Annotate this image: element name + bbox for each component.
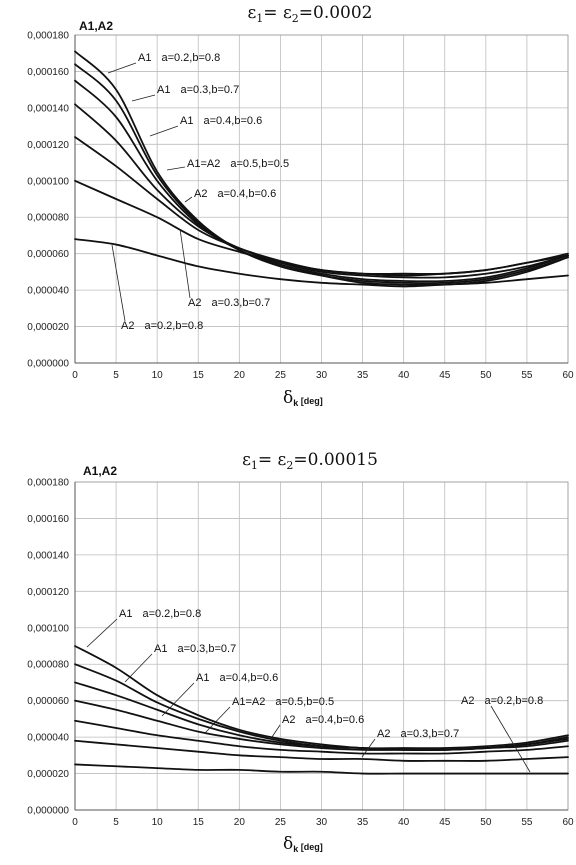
x-tick-label: 25: [275, 817, 287, 828]
x-tick-label: 55: [521, 370, 533, 381]
series-line-4: [74, 103, 569, 279]
chart-top: ε1= ε2=0.0002 A1,A2 0,000000 0,000020 0,0000…: [27, 3, 574, 408]
x-axis-label: δk [deg]: [283, 834, 323, 854]
series-line-6: [74, 739, 569, 762]
x-tick-label: 10: [152, 370, 164, 381]
y-tick-label: 0,000180: [27, 478, 69, 489]
x-tick-label: 10: [152, 817, 164, 828]
annotation-leader: [166, 166, 186, 171]
x-tick-label: 5: [113, 817, 119, 828]
y-tick-label: 0,000000: [27, 359, 69, 370]
y-tick-label: 0,000120: [27, 140, 69, 151]
annotation-label: A1 a=0.2,b=0.8: [119, 608, 201, 620]
x-tick-label: 40: [398, 817, 410, 828]
annotation-label: A2 a=0.4,b=0.6: [282, 714, 364, 726]
x-tick-label: 0: [72, 817, 78, 828]
y-tick-label: 0,000100: [27, 176, 69, 187]
y-axis-label: A1,A2: [83, 464, 117, 478]
annotation-label: A1 a=0.4,b=0.6: [196, 672, 278, 684]
y-tick-label: 0,000160: [27, 514, 69, 525]
annotation-leader: [361, 738, 376, 758]
x-tick-label: 50: [480, 370, 492, 381]
series-line-7: [74, 238, 569, 288]
annotation-leader: [149, 125, 179, 137]
x-tick-label: 15: [193, 370, 205, 381]
annotation-leader: [111, 244, 126, 322]
x-tick-label: 35: [357, 370, 369, 381]
annotation-label: A1 a=0.3,b=0.7: [154, 643, 236, 655]
series-line-6: [74, 179, 569, 277]
y-tick-label: 0,000040: [27, 286, 69, 297]
x-tick-label: 45: [439, 370, 451, 381]
chart-bottom: ε1= ε2=0.00015 A1,A2 0,000000 0,000020 0,000…: [27, 450, 574, 854]
annotation-label: A2 a=0.2,b=0.8: [121, 320, 203, 332]
series-line-2: [74, 63, 569, 285]
x-tick-label: 20: [234, 370, 246, 381]
annotation-leader: [107, 62, 137, 74]
annotation-label: A2 a=0.4,b=0.6: [194, 188, 276, 200]
annotation-leader: [490, 705, 531, 773]
x-tick-label: 15: [193, 817, 205, 828]
y-tick-label: 0,000020: [27, 769, 69, 780]
annotation-leader: [179, 228, 191, 299]
annotation-label: A2 a=0.3,b=0.7: [188, 297, 270, 309]
series-line-3: [74, 79, 569, 283]
y-tick-label: 0,000160: [27, 67, 69, 78]
annotation-label: A1 a=0.4,b=0.6: [180, 115, 262, 127]
annotation-leader: [86, 618, 118, 648]
x-tick-label: 35: [357, 817, 369, 828]
y-tick-label: 0,000020: [27, 322, 69, 333]
x-tick-label: 5: [113, 370, 119, 381]
x-tick-label: 30: [316, 817, 328, 828]
x-tick-label: 60: [562, 370, 574, 381]
series-line-1: [74, 645, 569, 750]
annotation-leader: [184, 196, 193, 203]
y-tick-label: 0,000060: [27, 696, 69, 707]
series-line-5: [74, 719, 569, 755]
chart-title: ε1= ε2=0.00015: [242, 450, 378, 472]
series-line-4: [74, 699, 569, 751]
annotation-leader: [161, 682, 195, 717]
series-line-7: [74, 763, 569, 775]
x-tick-label: 50: [480, 817, 492, 828]
annotation-label: A2 a=0.2,b=0.8: [461, 695, 543, 707]
x-tick-label: 60: [562, 817, 574, 828]
annotation-label: A1=A2 a=0.5,b=0.5: [232, 696, 334, 708]
chart-title: ε1= ε2=0.0002: [247, 3, 372, 25]
x-tick-label: 20: [234, 817, 246, 828]
y-tick-label: 0,000100: [27, 623, 69, 634]
x-axis-label: δk [deg]: [283, 388, 323, 408]
annotation-label: A1=A2 a=0.5,b=0.5: [187, 158, 289, 170]
y-tick-label: 0,000000: [27, 806, 69, 817]
x-tick-label: 45: [439, 817, 451, 828]
y-axis-label: A1,A2: [79, 19, 113, 33]
x-tick-label: 25: [275, 370, 287, 381]
annotation-leader: [131, 94, 156, 102]
y-tick-label: 0,000060: [27, 249, 69, 260]
x-tick-label: 30: [316, 370, 328, 381]
y-tick-label: 0,000140: [27, 103, 69, 114]
annotation-leader: [271, 724, 281, 738]
x-tick-label: 0: [72, 370, 78, 381]
y-tick-label: 0,000080: [27, 660, 69, 671]
y-tick-label: 0,000180: [27, 31, 69, 42]
y-tick-label: 0,000120: [27, 587, 69, 598]
x-tick-label: 40: [398, 370, 410, 381]
annotation-leader: [124, 653, 153, 683]
annotation-label: A1 a=0.2,b=0.8: [138, 52, 220, 64]
annotation-label: A2 a=0.3,b=0.7: [377, 728, 459, 740]
annotation-label: A1 a=0.3,b=0.7: [157, 84, 239, 96]
x-tick-label: 55: [521, 817, 533, 828]
y-tick-label: 0,000040: [27, 733, 69, 744]
annotation-leader: [204, 706, 231, 734]
y-tick-label: 0,000140: [27, 550, 69, 561]
y-tick-label: 0,000080: [27, 213, 69, 224]
